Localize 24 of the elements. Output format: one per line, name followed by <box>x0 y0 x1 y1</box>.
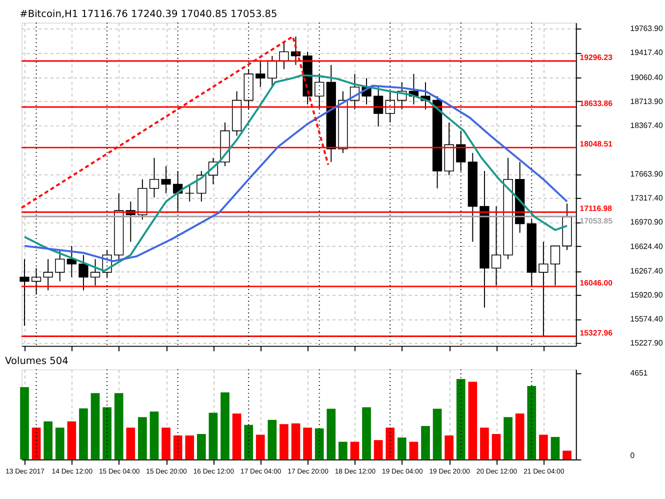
chart-title: #Bitcoin,H1 17116.76 17240.39 17040.85 17053.85 <box>20 9 278 20</box>
ref-line-label: 17053.85 <box>580 216 614 226</box>
y-tick-label: 19417.40 <box>630 48 664 58</box>
y-tick-label: 15227.90 <box>630 338 664 348</box>
y-tick-label: 17663.90 <box>630 170 664 179</box>
y-tick-label: 16970.90 <box>630 218 664 227</box>
y-tick-label: 16624.40 <box>630 242 664 251</box>
y-tick-label: 17317.40 <box>630 194 664 203</box>
y-tick-label: 0 <box>630 450 636 460</box>
ref-line-label: 15327.96 <box>580 328 614 338</box>
ref-line-label: 18048.51 <box>580 140 614 149</box>
y-tick-label: 15920.90 <box>630 290 664 300</box>
ref-line-label: 17116.98 <box>580 204 613 214</box>
y-tick-label: 16267.40 <box>630 266 664 276</box>
y-tick-label: 4651 <box>630 368 648 378</box>
y-tick-label: 19763.90 <box>630 24 664 34</box>
ref-line-label: 16046.00 <box>580 278 614 288</box>
chart-title: Volumes 504 <box>5 356 68 367</box>
y-tick-label: 19060.40 <box>630 72 664 82</box>
y-tick-label: 18713.90 <box>630 96 664 106</box>
ref-line-label: 18633.86 <box>580 98 614 108</box>
y-tick-label: 15574.40 <box>630 314 664 324</box>
ref-line-label: 19296.23 <box>580 53 614 62</box>
y-tick-label: 18367.40 <box>630 120 664 130</box>
